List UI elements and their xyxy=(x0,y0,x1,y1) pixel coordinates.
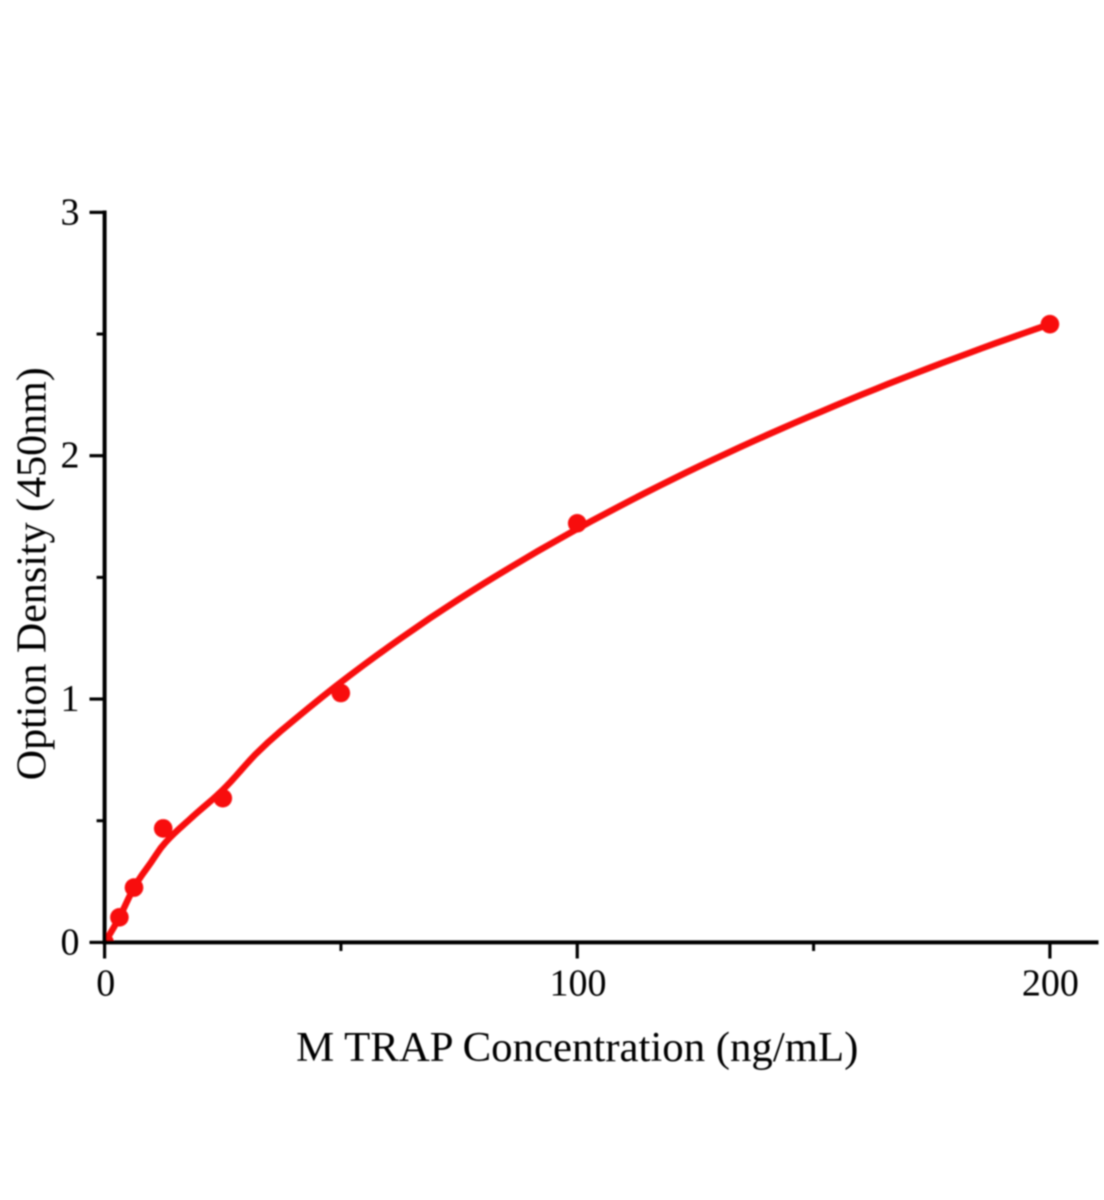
svg-text:1: 1 xyxy=(61,678,80,720)
svg-text:2: 2 xyxy=(61,435,80,477)
svg-text:0: 0 xyxy=(96,963,115,1005)
svg-text:200: 200 xyxy=(1022,963,1079,1005)
svg-text:M TRAP Concentration (ng/mL): M TRAP Concentration (ng/mL) xyxy=(296,1024,858,1071)
svg-text:Option Density (450nm): Option Density (450nm) xyxy=(10,367,56,780)
svg-text:100: 100 xyxy=(550,963,607,1005)
svg-text:3: 3 xyxy=(61,191,80,233)
svg-text:0: 0 xyxy=(61,921,80,963)
